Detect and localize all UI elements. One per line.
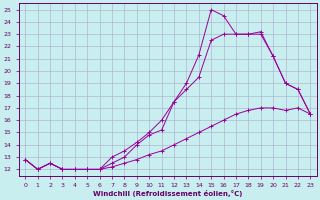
X-axis label: Windchill (Refroidissement éolien,°C): Windchill (Refroidissement éolien,°C) xyxy=(93,190,243,197)
